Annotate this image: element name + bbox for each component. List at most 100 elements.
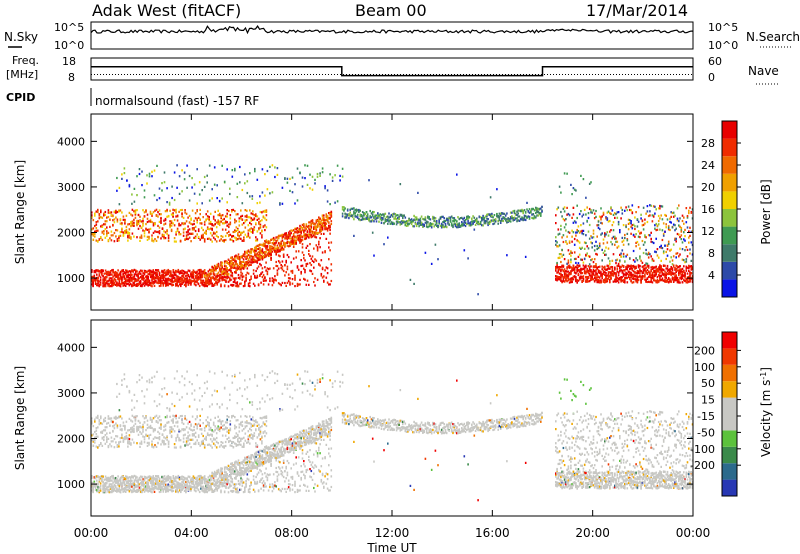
power-cell: [182, 281, 185, 284]
power-cell: [672, 211, 675, 214]
power-cell: [560, 278, 562, 281]
power-cell: [198, 284, 201, 288]
power-cell: [316, 175, 319, 178]
power-cell: [671, 263, 674, 266]
power-cell: [134, 284, 137, 287]
power-cell: [274, 244, 276, 247]
power-cell: [462, 224, 464, 227]
power-cell: [454, 219, 457, 222]
power-cell: [627, 218, 630, 221]
power-cell: [205, 284, 207, 287]
power-cell: [616, 270, 619, 273]
power-cell: [565, 272, 567, 276]
power-cell: [557, 206, 560, 209]
power-cell: [557, 256, 560, 260]
power-cell: [276, 273, 279, 276]
power-cell: [178, 231, 180, 234]
power-cell: [321, 222, 324, 225]
power-cell: [265, 241, 267, 244]
power-cell: [308, 224, 310, 227]
power-cell: [492, 216, 494, 219]
power-cell: [635, 257, 637, 260]
power-cell: [113, 221, 116, 224]
power-cell: [116, 281, 118, 284]
power-cell: [636, 218, 639, 221]
power-cell: [404, 222, 407, 225]
power-cell: [211, 234, 213, 237]
power-cell: [131, 208, 134, 211]
power-cell: [239, 265, 241, 269]
power-cell: [220, 235, 222, 238]
power-cell: [279, 261, 281, 264]
power-cell: [277, 246, 280, 250]
power-cell: [583, 267, 586, 270]
power-cell: [216, 184, 218, 187]
power-cell: [669, 272, 671, 275]
power-cell: [246, 191, 249, 195]
power-cell: [259, 249, 261, 252]
power-cell: [602, 251, 605, 254]
power-cell: [201, 270, 203, 273]
power-cell: [665, 279, 667, 282]
power-cell: [254, 251, 256, 254]
power-cell: [119, 276, 122, 279]
power-cell: [103, 284, 106, 287]
power-cell: [250, 248, 252, 251]
power-cell: [119, 273, 122, 277]
power-cell: [375, 214, 378, 217]
power-cell: [571, 280, 573, 284]
power-cell: [461, 216, 463, 219]
power-cell: [351, 207, 354, 210]
power-cell: [176, 227, 179, 230]
power-cell: [208, 272, 211, 275]
power-cell: [170, 228, 173, 231]
power-cell: [578, 278, 581, 281]
power-cell: [247, 254, 250, 257]
power-cell: [194, 212, 197, 215]
power-cell: [170, 273, 172, 277]
power-cell: [91, 211, 93, 214]
power-cell: [246, 271, 249, 274]
power-cell: [257, 254, 260, 257]
nsearch-label: N.Search: [746, 30, 800, 44]
power-cell: [286, 244, 289, 247]
power-cell: [664, 270, 666, 273]
power-cell: [213, 183, 216, 186]
power-cell: [287, 236, 290, 239]
nsky-tick-hi: 10^5: [54, 21, 84, 34]
power-cell: [355, 215, 358, 218]
power-cell: [402, 216, 404, 219]
power-cell: [181, 269, 183, 272]
power-cell: [591, 258, 593, 261]
power-cell: [674, 214, 676, 217]
power-cell: [325, 227, 328, 231]
power-cell: [669, 260, 671, 263]
power-cell: [348, 217, 350, 220]
power-cell: [188, 236, 191, 239]
power-cell: [215, 240, 218, 243]
power-cell: [573, 220, 576, 223]
power-cell: [246, 263, 249, 266]
power-cell: [166, 201, 168, 204]
power-cell: [241, 261, 244, 264]
power-cell: [133, 218, 135, 221]
power-cell: [430, 222, 433, 226]
power-cell: [425, 220, 428, 223]
power-cell: [434, 243, 437, 246]
power-cell: [417, 191, 419, 194]
power-cell: [533, 217, 536, 220]
power-cell: [597, 280, 600, 283]
power-cell: [509, 217, 512, 220]
power-cell: [575, 265, 577, 269]
power-cell: [409, 221, 412, 224]
power-cell: [240, 271, 242, 274]
power-cell: [565, 229, 567, 232]
power-cell: [128, 231, 131, 235]
power-cell: [218, 269, 221, 272]
power-cell: [139, 284, 142, 287]
power-cell: [156, 281, 158, 284]
power-cell: [683, 274, 685, 277]
power-cell: [217, 262, 220, 265]
power-cell: [380, 216, 383, 219]
power-cell: [94, 230, 96, 233]
